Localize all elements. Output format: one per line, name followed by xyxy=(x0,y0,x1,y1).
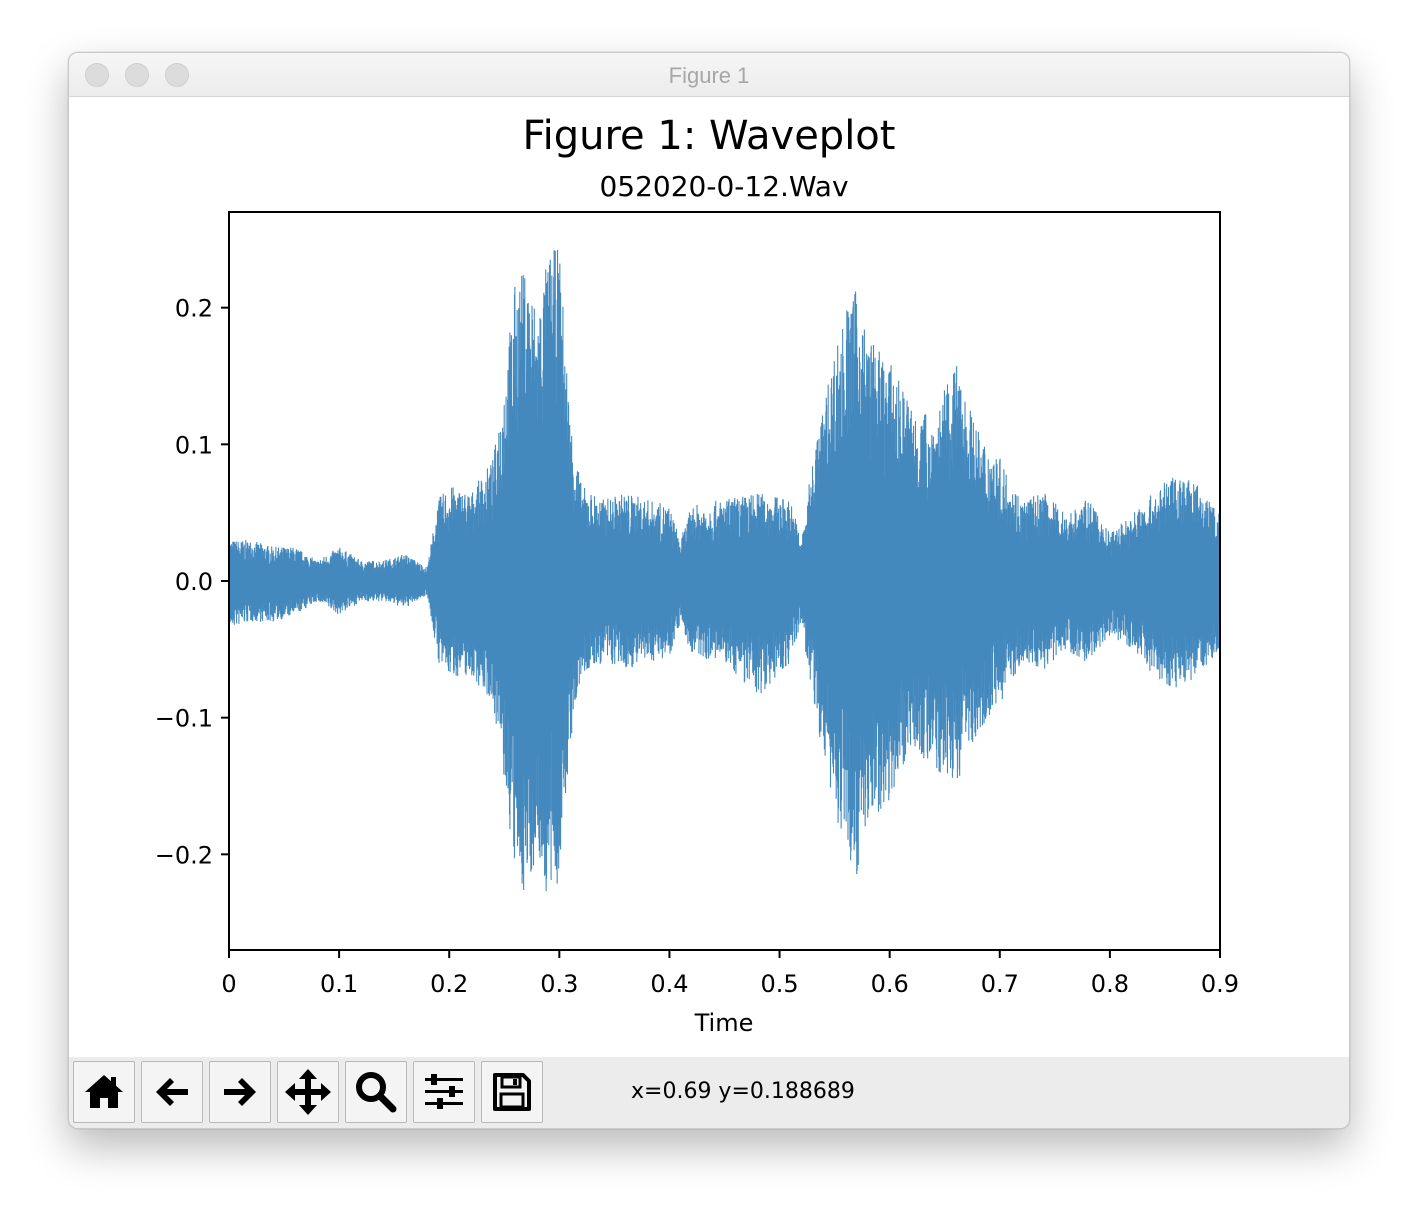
home-button[interactable] xyxy=(73,1061,135,1123)
x-tick-label: 0.5 xyxy=(760,970,798,998)
x-axis-label: Time xyxy=(694,1009,754,1037)
zoom-button[interactable] xyxy=(345,1061,407,1123)
x-tick-label: 0.8 xyxy=(1091,970,1129,998)
sliders-icon xyxy=(425,1074,463,1109)
figure-suptitle: Figure 1: Waveplot xyxy=(523,113,896,159)
forward-button[interactable] xyxy=(209,1061,271,1123)
navigation-toolbar: x=0.69 y=0.188689 xyxy=(69,1057,1349,1128)
x-tick-label: 0.6 xyxy=(871,970,909,998)
window-title: Figure 1 xyxy=(668,63,750,88)
floppy-disk-icon xyxy=(493,1073,531,1111)
x-tick-label: 0 xyxy=(221,970,236,998)
waveform-series-core xyxy=(229,440,1220,719)
cursor-coordinates: x=0.69 y=0.188689 xyxy=(631,1079,855,1104)
configure-subplots-button[interactable] xyxy=(413,1061,475,1123)
x-axis-ticks: 0 0.1 0.2 0.3 0.4 0.5 0.6 0.7 0.8 0.9 xyxy=(221,950,1239,998)
x-tick-label: 0.2 xyxy=(430,970,468,998)
y-tick-label: −0.1 xyxy=(155,705,213,733)
axes-title: 052020-0-12.Wav xyxy=(599,170,848,203)
save-button[interactable] xyxy=(481,1061,543,1123)
minimize-window-button[interactable] xyxy=(125,63,149,87)
arrow-right-icon xyxy=(224,1078,256,1106)
waveplot-chart: Figure 1: Waveplot 052020-0-12.Wav 0 0.1 0… xyxy=(155,113,1239,1037)
x-tick-label: 0.7 xyxy=(981,970,1019,998)
figure-canvas[interactable]: Figure 1: Waveplot 052020-0-12.Wav 0 0.1 0… xyxy=(69,97,1349,1057)
x-tick-label: 0.4 xyxy=(650,970,688,998)
y-tick-label: 0.1 xyxy=(175,431,213,459)
x-tick-label: 0.1 xyxy=(320,970,358,998)
y-tick-label: 0.2 xyxy=(175,295,213,323)
title-bar: Figure 1 xyxy=(69,53,1349,97)
x-tick-label: 0.3 xyxy=(540,970,578,998)
x-tick-label: 0.9 xyxy=(1201,970,1239,998)
figure-window: Figure 1 Figure 1: Waveplot 052020-0-12.… xyxy=(68,52,1350,1129)
magnifier-icon xyxy=(356,1072,397,1113)
back-button[interactable] xyxy=(141,1061,203,1123)
y-tick-label: 0.0 xyxy=(175,568,213,596)
pan-button[interactable] xyxy=(277,1061,339,1123)
plot-layer xyxy=(228,250,1221,892)
y-tick-label: −0.2 xyxy=(155,841,213,869)
arrow-left-icon xyxy=(156,1078,188,1106)
move-icon xyxy=(285,1069,331,1115)
zoom-window-button[interactable] xyxy=(165,63,189,87)
close-window-button[interactable] xyxy=(85,63,109,87)
y-axis-ticks: −0.2 −0.1 0.0 0.1 0.2 xyxy=(155,295,229,869)
home-icon xyxy=(85,1075,123,1108)
